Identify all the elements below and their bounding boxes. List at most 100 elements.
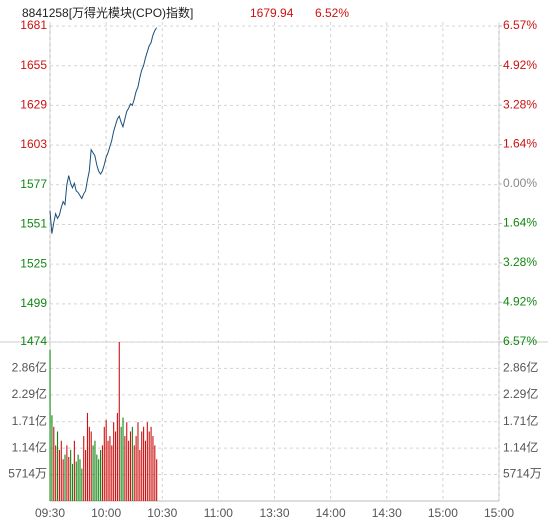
volume-bar [68,456,70,501]
change: 6.52% [315,6,349,20]
x-tick-label: 11:00 [204,506,233,520]
volume-bar [81,468,83,501]
y2-tick-label: 1.64% [503,216,537,230]
volume-bar [148,431,150,501]
y2-tick-label: 3.28% [503,255,537,269]
y2-tick-label: 6.57% [503,334,537,348]
y-tick-label: 1.14亿 [12,439,47,454]
x-tick-label: 10:00 [91,506,121,520]
volume-bar [62,459,64,501]
y2-tick-label: 4.92% [503,294,537,308]
volume-bar [96,454,98,501]
y-tick-label: 1629 [20,98,47,112]
x-tick-label: 10:30 [147,506,177,520]
volume-bar [83,436,85,501]
y2-tick-label: 1.71亿 [503,413,538,428]
y-tick-label: 1474 [20,334,47,348]
y-tick-label: 1655 [20,58,47,72]
volume-bar [88,426,90,501]
y2-tick-label: 2.29亿 [503,386,538,401]
volume-bar [146,422,148,501]
y-tick-label: 2.86亿 [12,360,47,375]
volume-bar [154,445,156,501]
x-tick-label: 15:00 [428,506,458,520]
y2-tick-label: 3.28% [503,97,537,111]
y-tick-label: 2.29亿 [12,386,47,401]
y2-tick-label: 4.92% [503,58,537,72]
volume-bar [58,450,60,501]
volume-bar [105,419,107,501]
volume-bar [126,422,128,501]
volume-bar [100,450,102,501]
volume-bar [71,463,74,501]
volume-bar [131,426,133,501]
y-tick-label: 1525 [20,256,47,270]
volume-bar [156,459,158,501]
y-tick-label: 1.71亿 [12,413,47,428]
x-tick-label: 14:00 [316,506,346,520]
volume-bar [85,450,87,501]
volume-bar [107,440,109,501]
volume-bar [128,440,130,501]
x-tick-label: 13:30 [259,506,289,520]
volume-bar [114,431,117,501]
volume-bar [109,436,111,501]
volume-bar [60,440,62,501]
volume-bar [152,436,154,501]
y2-tick-label: 2.86亿 [503,360,538,375]
volume-bar [111,445,113,501]
volume-bar [139,450,141,501]
price-line [49,27,158,234]
volume-bar [143,426,145,501]
y-tick-label: 1577 [20,177,47,191]
volume-bar [141,431,143,501]
volume-bar [150,426,152,501]
volume-bar [103,426,105,501]
y-tick-label: 1603 [20,137,47,151]
volume-bar [86,412,89,501]
volume-bar [73,440,75,501]
volume-bar [64,454,66,501]
volume-bar [75,461,77,501]
volume-bar [122,417,124,501]
volume-bar [113,422,115,501]
y-tick-label: 5714万 [8,467,47,481]
volume-bar [51,415,53,501]
volume-bar [77,454,79,501]
volume-bar [98,459,100,501]
y-tick-label: 1551 [20,217,47,231]
volume-bar [137,422,139,501]
volume-bar [124,436,126,501]
y2-tick-label: 5714万 [503,467,542,481]
volume-bar [53,426,55,501]
volume-bar [116,412,118,501]
volume-bar [135,436,137,501]
y2-tick-label: 6.57% [503,18,537,32]
y2-tick-label: 1.64% [503,137,537,151]
x-tick-label: 09:30 [35,506,65,520]
y2-tick-label: 0.00% [503,176,537,190]
volume-bar [90,431,92,501]
x-tick-label: 14:30 [372,506,402,520]
volume-bar [133,445,135,501]
y-tick-label: 1499 [20,296,47,310]
volume-bar [66,445,68,501]
y2-tick-label: 1.14亿 [503,439,538,454]
x-tick-label: 15:00 [484,506,514,520]
last-price: 1679.94 [250,6,294,20]
volume-bar [144,440,147,501]
y-tick-label: 1681 [20,18,47,32]
volume-bar [129,431,132,501]
volume-bar [56,431,59,501]
volume-bar [101,445,103,501]
volume-bar [118,342,120,501]
volume-bar [55,445,57,501]
volume-bar [92,445,94,501]
volume-bar [94,440,96,501]
volume-bar [79,459,81,501]
code: 8841258[万得光模块(CPO)指数] [22,5,193,20]
volume-bar [120,426,122,501]
volume-bar [49,349,51,501]
volume-bar [70,450,72,501]
